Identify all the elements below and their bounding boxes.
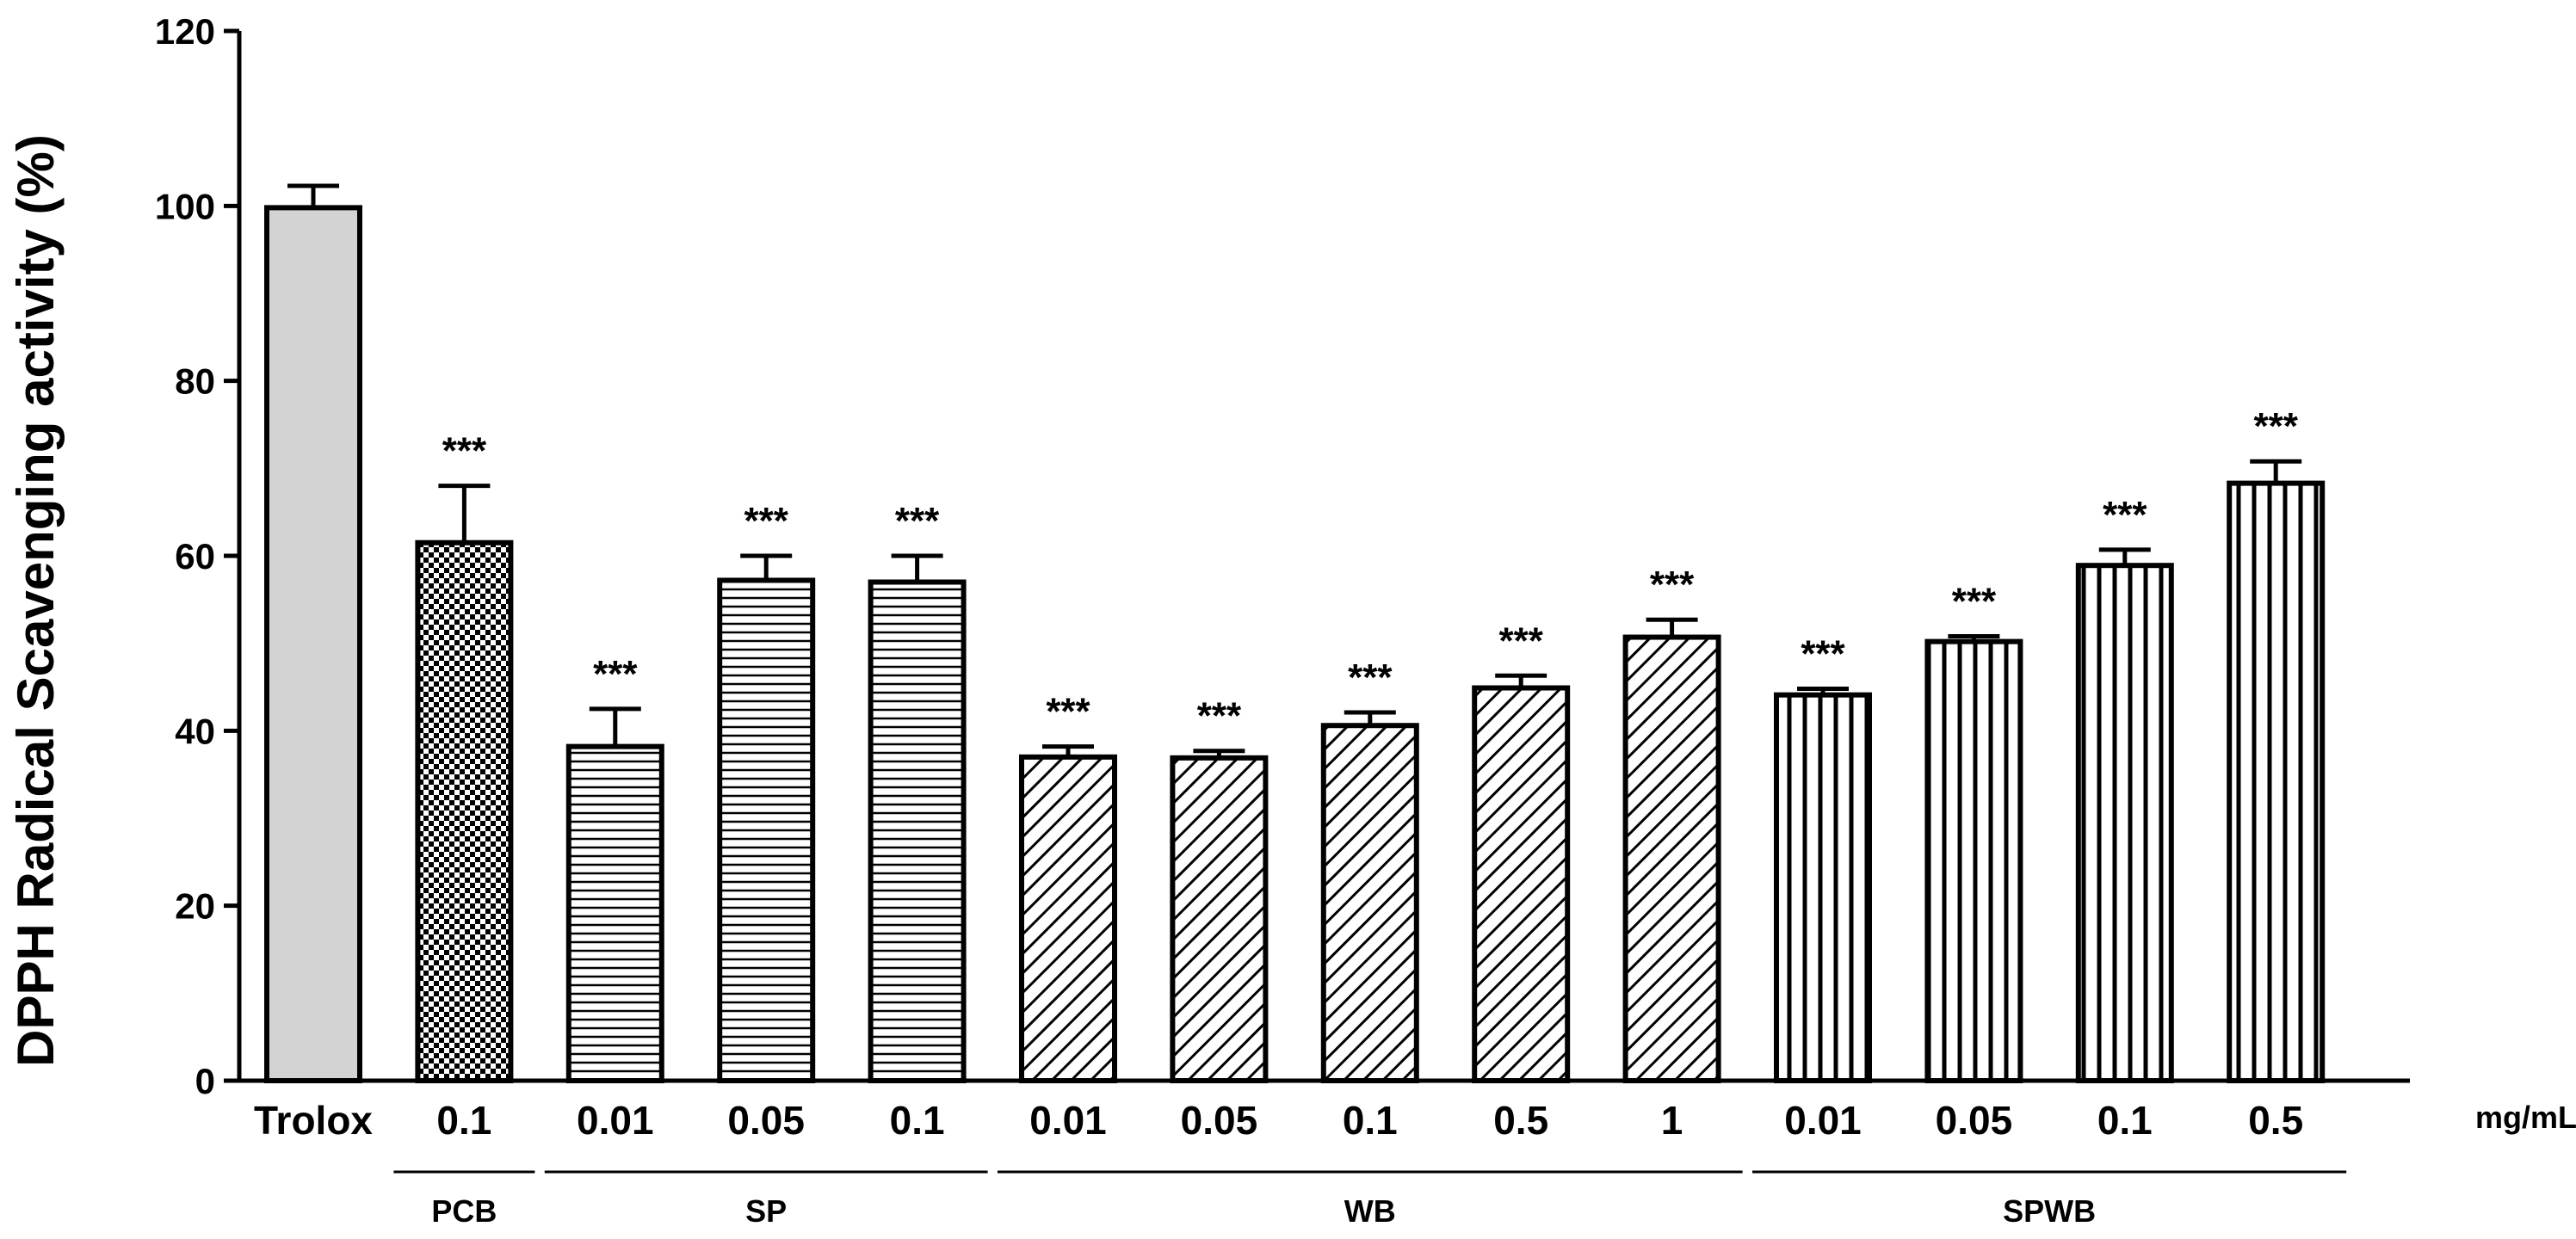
x-tick-label: 0.01 (577, 1098, 654, 1143)
x-tick-label: 1 (1661, 1098, 1683, 1143)
bar (868, 579, 967, 1083)
y-tick-label: 100 (155, 186, 215, 226)
bar-group: *** (2075, 494, 2174, 1083)
group-label: SPWB (2003, 1193, 2096, 1229)
unit-label: mg/mL (2475, 1100, 2576, 1135)
significance-label: *** (1952, 581, 1997, 623)
x-tick-label: 0.1 (1343, 1098, 1398, 1143)
significance-label: *** (895, 500, 940, 542)
x-tick-label: Trolox (254, 1098, 373, 1143)
significance-label: *** (1348, 656, 1393, 699)
bars: *** *** *** *** *** *** *** *** *** *** *** *** *** (264, 183, 2326, 1084)
bar-group: *** (868, 500, 967, 1083)
significance-label: *** (2254, 405, 2299, 447)
bar (1170, 755, 1269, 1083)
bar-group: *** (1924, 581, 2023, 1084)
x-tick-label: 0.05 (727, 1098, 805, 1143)
bar-group: *** (1320, 656, 1419, 1083)
bar (565, 743, 664, 1084)
bar (1774, 692, 1872, 1084)
significance-label: *** (2103, 494, 2147, 536)
bar-group: *** (1774, 633, 1872, 1084)
y-tick-label: 120 (155, 11, 215, 52)
bar (2075, 563, 2174, 1083)
y-axis-label: DPPH Radical Scavenging activity (%) (7, 134, 65, 1067)
x-tick-label: 0.5 (2248, 1098, 2303, 1143)
y-tick-label: 20 (175, 886, 215, 927)
bar (717, 577, 816, 1083)
bar-group: *** (2227, 405, 2326, 1083)
bar (1019, 754, 1117, 1083)
y-tick-label: 60 (175, 536, 215, 576)
group-label: WB (1344, 1193, 1396, 1229)
bar (1320, 723, 1419, 1083)
bar-group: *** (1019, 691, 1117, 1083)
significance-label: *** (1801, 633, 1845, 675)
bar-group: *** (1622, 564, 1721, 1083)
bar-group: *** (717, 500, 816, 1083)
x-tick-label: 0.01 (1784, 1098, 1862, 1143)
significance-label: *** (593, 653, 638, 695)
category-labels: Trolox 0.1 0.01 0.05 0.1 0.01 0.05 0.1 0.5 1 0.01 0… (254, 1098, 2303, 1143)
significance-label: *** (1046, 691, 1090, 733)
x-tick-label: 0.1 (2097, 1098, 2153, 1143)
x-tick-label: 0.05 (1181, 1098, 1258, 1143)
x-tick-label: 0.5 (1493, 1098, 1548, 1143)
bar-group: *** (1170, 695, 1269, 1083)
bar (1924, 638, 2023, 1084)
bar-group: *** (1472, 620, 1571, 1083)
bar (415, 539, 514, 1083)
y-tick-label: 0 (195, 1061, 215, 1101)
significance-label: *** (744, 500, 789, 542)
bar (1622, 634, 1721, 1083)
bar-group: *** (565, 653, 664, 1084)
x-tick-label: 0.05 (1936, 1098, 2013, 1143)
group-brackets: PCB SP WB SPWB (393, 1170, 2347, 1229)
bar (1472, 685, 1571, 1083)
bar (264, 205, 362, 1084)
significance-label: *** (442, 430, 487, 472)
group-label: SP (745, 1193, 787, 1229)
significance-label: *** (1650, 564, 1695, 606)
bar-group (264, 183, 362, 1084)
y-tick-label: 40 (175, 711, 215, 751)
significance-label: *** (1499, 620, 1544, 662)
bar-group: *** (415, 430, 514, 1083)
significance-label: *** (1197, 695, 1242, 737)
x-tick-label: 0.1 (436, 1098, 491, 1143)
bar (2227, 480, 2326, 1083)
y-tick-label: 80 (175, 361, 215, 402)
group-label: PCB (431, 1193, 497, 1229)
x-tick-label: 0.1 (890, 1098, 945, 1143)
x-tick-label: 0.01 (1029, 1098, 1107, 1143)
